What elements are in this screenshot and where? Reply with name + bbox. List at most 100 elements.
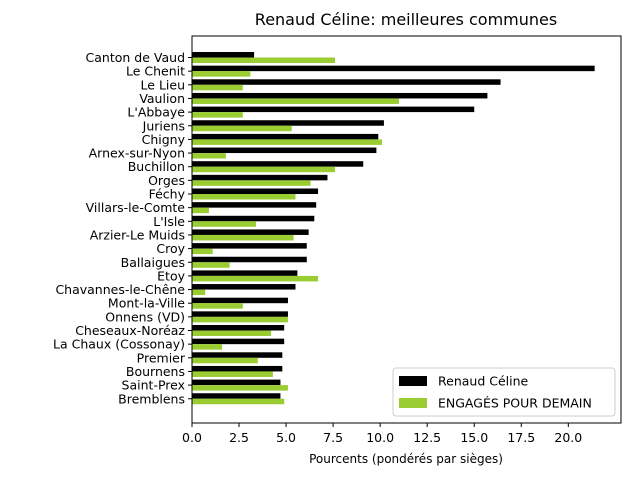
- bar-engages-14: [192, 248, 213, 255]
- bar-renaud-7: [192, 147, 377, 154]
- y-tick-label: Féchy: [149, 187, 186, 202]
- bar-renaud-21: [192, 338, 285, 345]
- legend-swatch-1: [399, 398, 427, 408]
- legend-label-1: ENGAGÉS POUR DEMAIN: [438, 396, 592, 411]
- bar-renaud-10: [192, 188, 319, 194]
- bar-engages-5: [192, 125, 292, 132]
- y-tick-label: Juriens: [142, 118, 185, 133]
- bar-engages-16: [192, 275, 319, 282]
- y-tick-label: Bremblens: [118, 391, 185, 406]
- bar-engages-7: [192, 153, 226, 159]
- legend-label-0: Renaud Céline: [438, 374, 529, 389]
- y-tick-label: Canton de Vaud: [86, 50, 185, 65]
- y-tick-label: Premier: [137, 350, 186, 365]
- bars-layer: [192, 52, 595, 405]
- bar-engages-18: [192, 303, 243, 309]
- bar-engages-23: [192, 371, 273, 377]
- bar-renaud-24: [192, 379, 281, 386]
- bar-engages-6: [192, 139, 383, 145]
- y-tick-label: Bournens: [126, 364, 185, 379]
- bar-engages-20: [192, 330, 272, 336]
- legend-swatch-0: [399, 376, 427, 386]
- bar-renaud-20: [192, 325, 285, 331]
- bar-renaud-23: [192, 365, 283, 372]
- x-tick-label: 12.5: [413, 430, 441, 445]
- x-tick-label: 0.0: [182, 430, 202, 445]
- x-tick-label: 10.0: [366, 430, 394, 445]
- x-tick-label: 20.0: [554, 430, 582, 445]
- bar-engages-2: [192, 84, 243, 91]
- bar-renaud-4: [192, 106, 475, 113]
- x-tick-label: 17.5: [507, 430, 535, 445]
- x-tick-label: 7.5: [323, 430, 343, 445]
- bar-renaud-1: [192, 65, 595, 72]
- bar-renaud-8: [192, 161, 364, 167]
- bar-engages-3: [192, 98, 399, 104]
- bar-renaud-16: [192, 270, 298, 276]
- y-tick-label: Arzier-Le Muids: [90, 227, 185, 242]
- y-tick-label: Villars-le-Comte: [86, 200, 186, 215]
- bar-engages-21: [192, 344, 223, 350]
- x-tick-label: 15.0: [460, 430, 488, 445]
- bar-engages-1: [192, 71, 251, 77]
- y-tick-label: Cheseaux-Noréaz: [75, 323, 185, 338]
- bar-renaud-6: [192, 133, 379, 140]
- x-axis-ticks: 0.0 2.5 5.0 7.5 10.0 12.5 15.0 17.5 20.0: [182, 423, 582, 445]
- bar-renaud-18: [192, 297, 288, 304]
- bar-renaud-13: [192, 229, 309, 235]
- bar-engages-12: [192, 221, 256, 227]
- bar-engages-8: [192, 166, 335, 173]
- chart-title: Renaud Céline: meilleures communes: [255, 10, 557, 29]
- bar-renaud-5: [192, 120, 384, 126]
- y-tick-label: Croy: [156, 241, 185, 256]
- plot-frame: [191, 35, 622, 424]
- y-tick-label: Arnex-sur-Nyon: [89, 146, 185, 161]
- y-tick-label: Buchillon: [128, 159, 185, 174]
- y-tick-label: Onnens (VD): [105, 309, 185, 324]
- bar-renaud-2: [192, 79, 501, 85]
- y-tick-label: Ballaigues: [121, 255, 185, 270]
- legend-box: [392, 367, 616, 417]
- bar-engages-11: [192, 207, 209, 214]
- bar-engages-24: [192, 385, 288, 391]
- y-tick-label: Chigny: [142, 132, 186, 147]
- legend: Renaud Céline ENGAGÉS POUR DEMAIN: [392, 367, 616, 417]
- y-tick-label: Etoy: [157, 268, 185, 283]
- y-tick-label: Chavannes-le-Chêne: [55, 282, 185, 297]
- bar-renaud-12: [192, 215, 315, 222]
- bar-renaud-17: [192, 284, 296, 290]
- bar-renaud-25: [192, 393, 281, 399]
- y-tick-label: Le Lieu: [141, 77, 185, 92]
- bar-engages-17: [192, 289, 206, 296]
- bar-renaud-19: [192, 311, 288, 317]
- bar-engages-10: [192, 194, 296, 200]
- bar-engages-13: [192, 234, 294, 241]
- bar-renaud-15: [192, 256, 307, 263]
- bar-renaud-3: [192, 92, 488, 99]
- bar-renaud-22: [192, 352, 283, 358]
- bar-engages-25: [192, 398, 285, 405]
- x-tick-label: 5.0: [276, 430, 296, 445]
- bar-engages-22: [192, 357, 258, 364]
- y-tick-label: La Chaux (Cossonay): [53, 337, 185, 352]
- bar-renaud-14: [192, 243, 307, 249]
- y-tick-label: Orges: [148, 173, 185, 188]
- y-tick-label: Le Chenit: [126, 64, 185, 79]
- x-tick-label: 2.5: [229, 430, 249, 445]
- y-tick-label: L'Abbaye: [127, 105, 185, 120]
- bar-renaud-0: [192, 52, 255, 58]
- y-tick-label: L'Isle: [153, 214, 185, 229]
- x-axis-label: Pourcents (pondérés par sièges): [309, 452, 503, 466]
- bar-engages-4: [192, 112, 243, 118]
- bar-engages-9: [192, 180, 311, 186]
- bar-engages-15: [192, 262, 230, 268]
- bar-renaud-11: [192, 202, 317, 208]
- y-tick-label: Vaulion: [139, 91, 185, 106]
- y-tick-label: Saint-Prex: [122, 378, 185, 393]
- bar-engages-0: [192, 57, 335, 63]
- bar-engages-19: [192, 316, 288, 323]
- y-tick-label: Mont-la-Ville: [108, 296, 185, 311]
